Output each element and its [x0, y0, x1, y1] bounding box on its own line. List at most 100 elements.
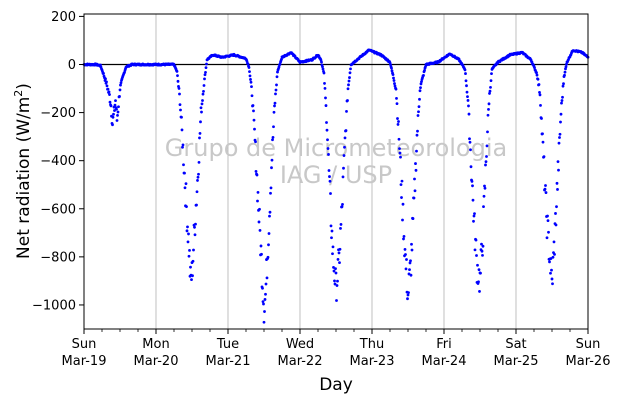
data-point: [332, 269, 336, 273]
data-point: [348, 71, 352, 75]
data-point: [397, 137, 401, 141]
data-point: [195, 203, 198, 207]
data-point: [463, 68, 467, 72]
data-point: [114, 99, 117, 103]
data-point: [271, 138, 274, 142]
data-point: [483, 184, 486, 188]
data-point: [256, 199, 259, 203]
data-point: [349, 67, 352, 71]
data-point: [181, 145, 184, 149]
y-axis: 200 0 −200 −400 −600 −800 −1000: [32, 10, 84, 313]
data-point: [268, 210, 272, 214]
data-point: [187, 254, 191, 258]
data-point: [254, 169, 258, 173]
data-point: [398, 147, 401, 151]
data-point: [189, 265, 192, 269]
y-axis-title-main: Net radiation (W/m: [14, 97, 34, 259]
data-point: [332, 266, 335, 269]
data-point: [556, 188, 559, 191]
data-point: [272, 125, 275, 129]
data-point: [466, 95, 469, 99]
data-point: [326, 147, 330, 150]
data-point: [418, 89, 422, 93]
data-point: [176, 74, 179, 78]
data-point: [416, 114, 420, 117]
data-point: [563, 70, 567, 74]
data-point: [324, 104, 328, 107]
x-tick-weekday: Wed: [286, 337, 314, 352]
data-point: [264, 282, 268, 286]
data-point: [195, 190, 199, 194]
data-point: [330, 229, 334, 233]
data-point: [202, 84, 206, 87]
data-point: [178, 103, 182, 107]
data-point: [183, 186, 187, 190]
vertical-gridlines: [155, 14, 517, 329]
x-axis-title: Day: [319, 375, 353, 395]
data-point: [400, 196, 403, 199]
y-axis-title-close: ): [14, 83, 34, 90]
data-point: [194, 222, 197, 226]
data-point: [406, 293, 410, 297]
data-point: [263, 310, 266, 313]
data-point: [334, 267, 337, 271]
data-point: [559, 112, 563, 116]
data-point: [278, 62, 282, 66]
data-point: [544, 191, 548, 194]
y-tick-label: −200: [40, 106, 76, 121]
data-point: [275, 83, 278, 87]
data-point: [409, 273, 413, 277]
data-point: [541, 140, 545, 144]
data-point: [477, 280, 480, 284]
data-point: [536, 77, 540, 81]
data-point: [557, 168, 560, 172]
data-point: [270, 166, 273, 170]
data-point: [327, 153, 330, 156]
data-point: [478, 290, 481, 293]
data-point: [112, 112, 115, 116]
data-point: [267, 232, 271, 235]
data-point: [560, 99, 564, 102]
data-point: [118, 88, 122, 92]
data-point: [414, 168, 418, 172]
data-point: [558, 132, 562, 136]
data-point: [115, 107, 118, 111]
data-point: [323, 87, 327, 90]
data-point: [565, 62, 568, 66]
plot-background: [84, 14, 588, 329]
data-point: [481, 244, 485, 248]
data-point: [104, 77, 107, 81]
data-point: [482, 194, 486, 198]
data-point: [199, 120, 202, 124]
data-point: [394, 87, 398, 91]
data-point: [184, 182, 188, 186]
data-point: [346, 87, 350, 91]
data-point: [538, 90, 541, 94]
data-point: [191, 274, 194, 278]
data-point: [560, 101, 563, 105]
watermark: Grupo de Micrometeorologia IAG / USP: [165, 134, 507, 189]
data-point: [341, 175, 345, 179]
data-point: [542, 155, 546, 159]
data-point: [467, 112, 471, 116]
data-point: [119, 81, 123, 85]
data-point: [481, 254, 484, 257]
data-point: [274, 92, 277, 96]
data-point: [273, 101, 277, 105]
data-point: [185, 229, 189, 233]
data-point: [490, 72, 493, 76]
data-point: [335, 284, 339, 287]
data-point: [553, 253, 556, 256]
data-points: [82, 48, 590, 324]
data-point: [555, 205, 558, 209]
x-tick-weekday: Sat: [505, 337, 526, 352]
data-point: [343, 136, 347, 140]
data-point: [557, 141, 561, 145]
x-tick-weekday: Thu: [359, 337, 384, 352]
data-point: [116, 110, 120, 114]
data-point: [248, 70, 251, 73]
data-point: [480, 242, 483, 246]
data-point: [180, 115, 183, 119]
data-point: [119, 83, 122, 87]
